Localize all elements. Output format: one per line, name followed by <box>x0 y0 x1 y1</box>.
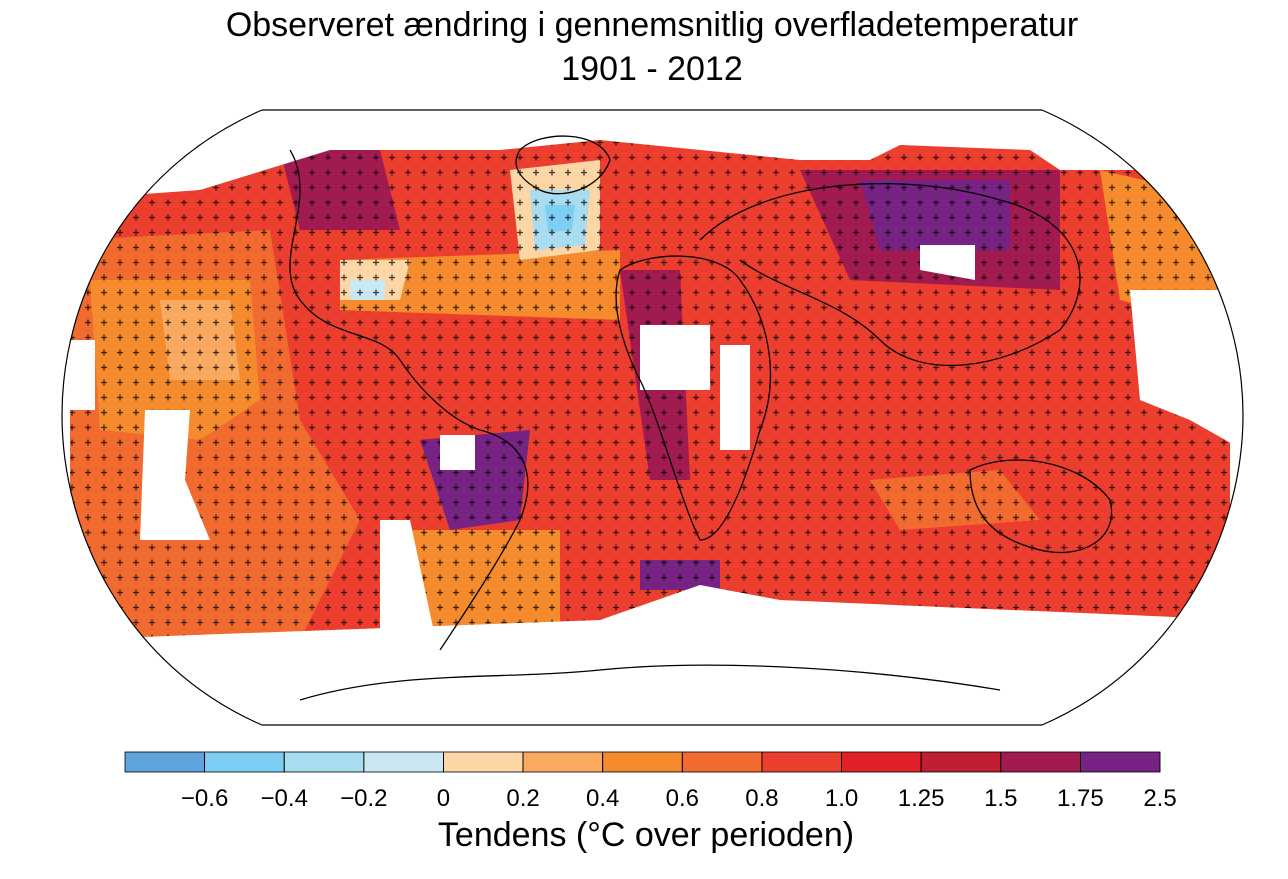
colorbar-tick-label: 2.5 <box>1143 785 1176 812</box>
colorbar-tick-label: 0.6 <box>666 785 699 812</box>
colorbar-tick-label: −0.6 <box>181 785 228 812</box>
colorbar-bin <box>283 751 365 773</box>
colorbar-bin <box>522 751 604 773</box>
colorbar-tick-label: 1.5 <box>984 785 1017 812</box>
colorbar-bin <box>681 751 763 773</box>
subtitle: 1901 - 2012 <box>561 50 743 88</box>
colorbar-tick-label: 1.75 <box>1057 785 1104 812</box>
map-outline <box>61 109 1244 726</box>
colorbar-bin <box>1079 751 1161 773</box>
colorbar-tick-label: −0.2 <box>340 785 387 812</box>
colorbar-tick-label: 1.0 <box>825 785 858 812</box>
colorbar-bin <box>204 751 285 773</box>
colorbar-tick-label: 0 <box>437 785 450 812</box>
map <box>62 110 1243 725</box>
colorbar-label: Tendens (°C over perioden) <box>438 816 854 854</box>
colorbar-bin <box>443 751 524 773</box>
colorbar-bin <box>124 751 206 773</box>
colorbar-tick-label: 1.25 <box>898 785 945 812</box>
colorbar-tick-label: 0.4 <box>586 785 619 812</box>
colorbar-bin <box>1000 751 1081 773</box>
colorbar-tick-label: 0.2 <box>506 785 539 812</box>
colorbar-bin <box>761 751 842 773</box>
colorbar-bin <box>920 751 1002 773</box>
colorbar-bin <box>602 751 683 773</box>
colorbar-bin <box>841 751 922 773</box>
title: Observeret ændring i gennemsnitlig overf… <box>226 6 1078 44</box>
colorbar-bin <box>363 751 444 773</box>
colorbar-tick-label: 0.8 <box>745 785 778 812</box>
colorbar-tick-label: −0.4 <box>261 785 308 812</box>
colorbar: −0.6 −0.4 −0.2 0 0.2 0.4 0.6 0.8 1.0 1.25 1.5 1.75 2… <box>124 751 1177 812</box>
